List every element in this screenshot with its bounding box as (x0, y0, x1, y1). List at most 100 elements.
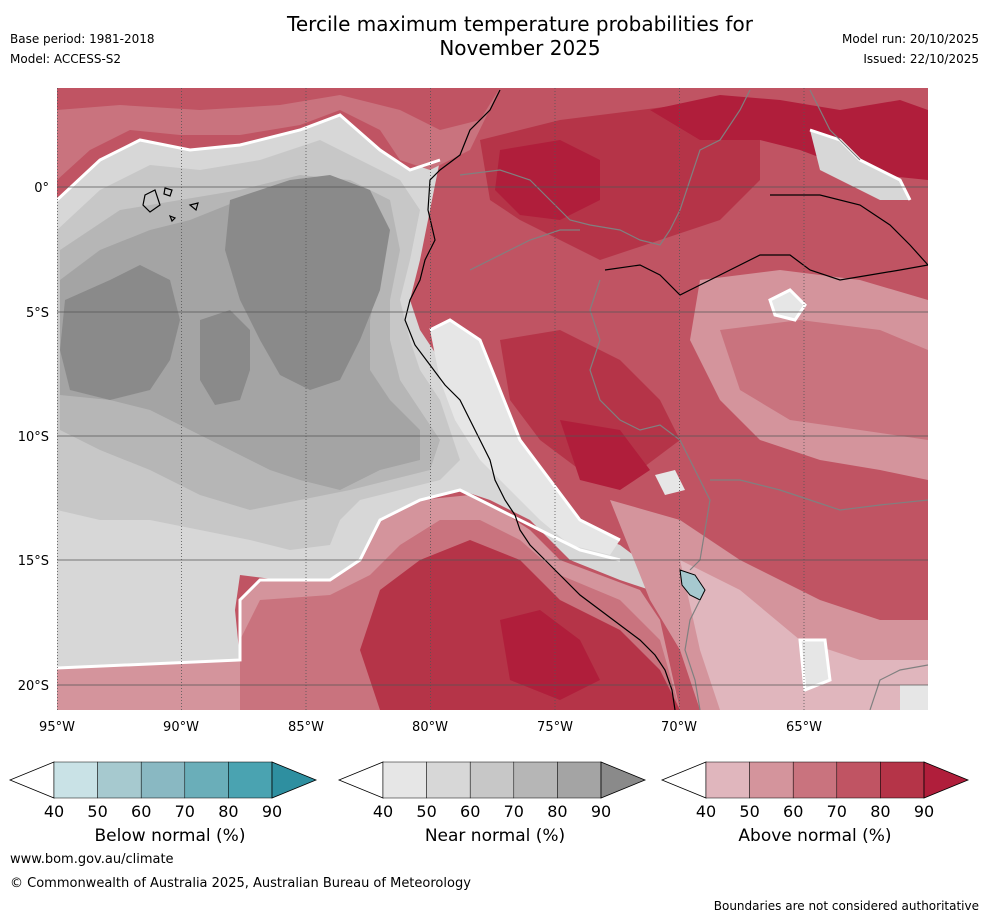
above-normal-region (57, 88, 500, 180)
lon-label: 95°W (39, 720, 75, 735)
map-title: Tercile maximum temperature probabilitie… (200, 12, 840, 60)
colorbar-below-title: Below normal (%) (94, 826, 246, 846)
lon-label: 65°W (786, 720, 822, 735)
colorbar-tick-label: 70 (504, 802, 524, 821)
colorbar-over-extension (271, 761, 318, 799)
colorbar-above-title: Above normal (%) (738, 826, 892, 846)
river (770, 194, 928, 266)
colorbar-segment (792, 761, 838, 799)
colorbar-tick-label: 60 (131, 802, 151, 821)
copyright-notice: © Commonwealth of Australia 2025, Austra… (10, 876, 471, 891)
colorbar-tick-label: 90 (262, 802, 282, 821)
model-label: Model: ACCESS-S2 (10, 52, 122, 66)
colorbar-near-title: Near normal (%) (424, 826, 566, 846)
colorbar-tick-label: 50 (739, 802, 759, 821)
category-boundary (798, 638, 832, 693)
colorbar-tick-label: 70 (827, 802, 847, 821)
header-right-info: Model run: 20/10/2025 Issued: 22/10/2025 (842, 31, 979, 67)
near-normal-region (200, 310, 250, 405)
lat-label: 10°S (18, 430, 49, 445)
colorbar-below: 40 50 60 70 80 90 (8, 761, 318, 821)
colorbar-segment (53, 761, 98, 799)
latitude-labels: 0° 5°S 10°S 15°S 20°S (18, 181, 49, 694)
map-field (57, 88, 928, 710)
colorbar-tick-label: 50 (87, 802, 107, 821)
coastline (404, 89, 676, 710)
lon-label: 85°W (288, 720, 324, 735)
colorbar-tick-label: 80 (870, 802, 890, 821)
above-normal-region (680, 560, 928, 710)
header-left-info: Base period: 1981-2018 Model: ACCESS-S2 (10, 31, 155, 67)
colorbar-tick-label: 40 (696, 802, 716, 821)
colorbar-segment (382, 761, 427, 799)
colorbar-segment (880, 761, 925, 799)
website-link[interactable]: www.bom.gov.au/climate (10, 852, 174, 867)
lat-label: 15°S (18, 554, 49, 569)
lat-label: 5°S (26, 306, 49, 321)
colorbar-over-extension (923, 761, 970, 799)
near-normal-region (655, 470, 685, 495)
colorbar-segment (469, 761, 515, 799)
colorbar-segment (513, 761, 558, 799)
colorbar-segment (705, 761, 750, 799)
colorbar-segment (228, 761, 273, 799)
above-normal-region (500, 330, 680, 470)
above-normal-region (560, 420, 650, 490)
category-boundary (57, 113, 441, 202)
river (604, 254, 928, 296)
colorbar-tick-label: 80 (218, 802, 238, 821)
issued-label: Issued: 22/10/2025 (863, 52, 979, 66)
above-normal-region (480, 100, 760, 260)
colorbar-tick-label: 60 (460, 802, 480, 821)
colorbar-tick-label: 90 (591, 802, 611, 821)
country-boundary (469, 229, 580, 271)
country-boundary (459, 89, 751, 246)
colorbar-segment (836, 761, 881, 799)
longitude-labels: 95°W 90°W 85°W 80°W 75°W 70°W 65°W (39, 720, 822, 735)
lat-label: 20°S (18, 679, 49, 694)
title-line-1: Tercile maximum temperature probabilitie… (287, 12, 753, 36)
colorbar-tick-label: 40 (373, 802, 393, 821)
colorbar-tick-label: 80 (547, 802, 567, 821)
base-period-label: Base period: 1981-2018 (10, 32, 155, 46)
colorbar-segment (749, 761, 794, 799)
lon-label: 90°W (163, 720, 199, 735)
colorbar-near: 40 50 60 70 80 90 (337, 761, 647, 821)
near-normal-region (900, 685, 928, 710)
above-normal-region (495, 140, 600, 220)
category-boundary (429, 318, 621, 542)
country-boundary (684, 599, 701, 710)
category-boundary (768, 288, 807, 322)
colorbar-segment (426, 761, 471, 799)
near-normal-region (60, 265, 180, 400)
lat-label: 0° (34, 181, 49, 196)
category-boundary (57, 488, 621, 670)
colorbar-tick-label: 50 (416, 802, 436, 821)
graticule (57, 186, 928, 686)
colorbar-tick-label: 90 (914, 802, 934, 821)
model-run-label: Model run: 20/10/2025 (841, 32, 979, 46)
country-boundary (809, 89, 861, 161)
colorbar-above: 40 50 60 70 80 90 (660, 761, 970, 821)
colorbar-under-extension (660, 761, 707, 799)
lon-label: 70°W (661, 720, 697, 735)
colorbar-under-extension (8, 761, 55, 799)
near-normal-region (800, 640, 830, 690)
colorbar-segment (140, 761, 186, 799)
near-normal-region (225, 175, 390, 390)
lon-label: 80°W (412, 720, 448, 735)
near-normal-region (430, 320, 620, 555)
boundary-disclaimer: Boundaries are not considered authoritat… (713, 899, 979, 913)
above-normal-region (500, 610, 600, 700)
title-line-2: November 2025 (439, 36, 601, 60)
above-normal-region (720, 320, 928, 440)
country-boundary (710, 479, 928, 511)
colorbar-over-extension (600, 761, 647, 799)
island (142, 187, 199, 223)
country-boundary (589, 279, 711, 571)
country-boundary (869, 664, 928, 710)
colorbar-tick-label: 40 (44, 802, 64, 821)
above-normal-region (57, 88, 500, 130)
colorbar-tick-label: 70 (175, 802, 195, 821)
